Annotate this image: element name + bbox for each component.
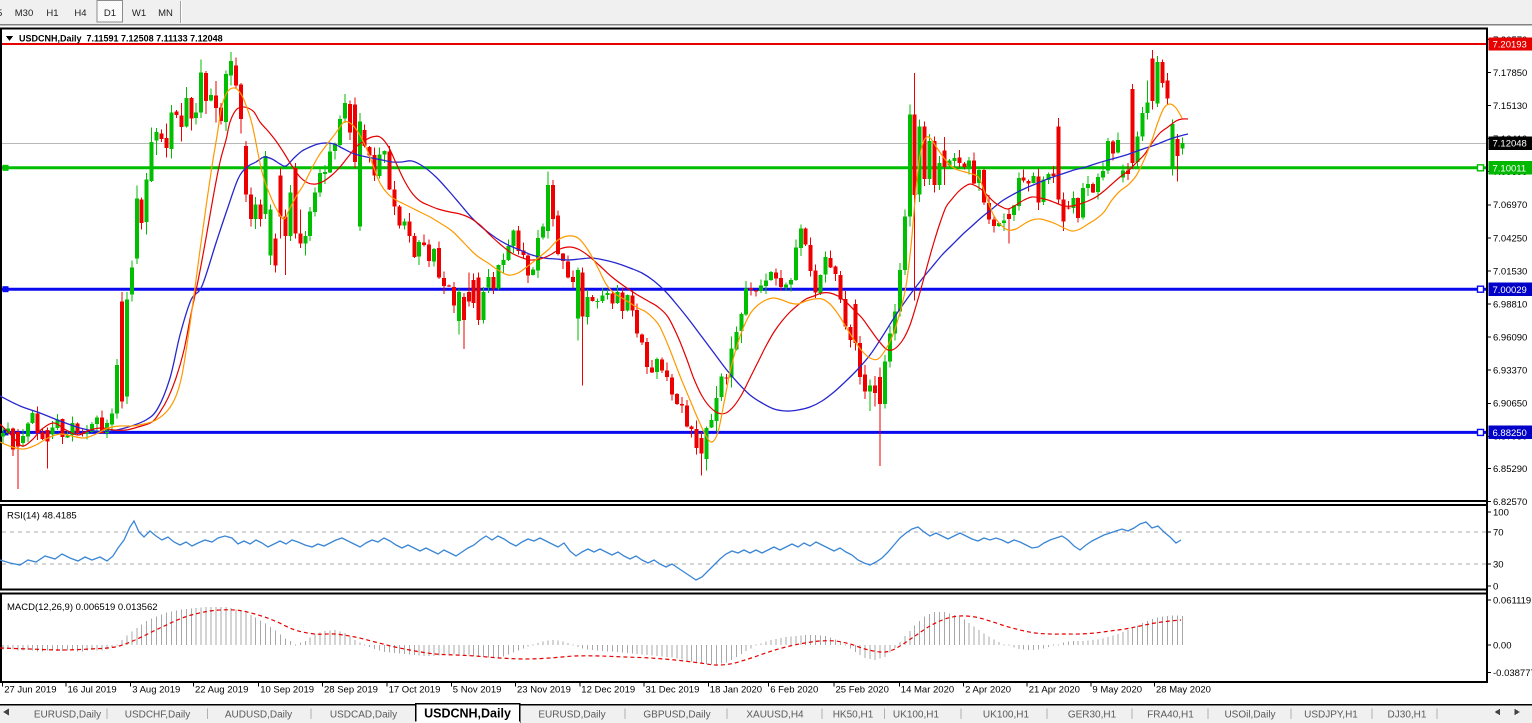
svg-text:7.17850: 7.17850 (1493, 68, 1527, 79)
svg-text:USOil,Daily: USOil,Daily (1224, 710, 1275, 721)
svg-text:22 Aug 2019: 22 Aug 2019 (195, 685, 248, 696)
svg-text:0: 0 (1493, 581, 1498, 592)
svg-text:12 Dec 2019: 12 Dec 2019 (581, 685, 635, 696)
svg-text:7.01530: 7.01530 (1493, 266, 1527, 277)
svg-text:XAUUSD,H4: XAUUSD,H4 (746, 710, 804, 721)
svg-text:28 Sep 2019: 28 Sep 2019 (324, 685, 378, 696)
svg-text:D1: D1 (104, 8, 116, 19)
svg-text:5 Nov 2019: 5 Nov 2019 (453, 685, 502, 696)
svg-text:10 Sep 2019: 10 Sep 2019 (260, 685, 314, 696)
svg-text:18 Jan 2020: 18 Jan 2020 (710, 685, 762, 696)
svg-text:-0.038777: -0.038777 (1493, 668, 1532, 679)
svg-text:7.06970: 7.06970 (1493, 200, 1527, 211)
svg-text:9 May 2020: 9 May 2020 (1092, 685, 1142, 696)
svg-text:USDCHF,Daily: USDCHF,Daily (125, 710, 191, 721)
svg-text:3 Aug 2019: 3 Aug 2019 (132, 685, 180, 696)
svg-text:7.10011: 7.10011 (1493, 163, 1527, 174)
svg-text:0.061119: 0.061119 (1493, 595, 1531, 606)
svg-text:2 Apr 2020: 2 Apr 2020 (965, 685, 1011, 696)
svg-text:RSI(14) 48.4185: RSI(14) 48.4185 (7, 511, 77, 522)
svg-text:30: 30 (1493, 559, 1504, 570)
svg-text:MN: MN (158, 8, 173, 19)
svg-text:28 May 2020: 28 May 2020 (1156, 685, 1211, 696)
svg-text:17 Oct 2019: 17 Oct 2019 (389, 685, 441, 696)
svg-text:6.96090: 6.96090 (1493, 333, 1527, 344)
svg-text:6.82570: 6.82570 (1493, 497, 1527, 508)
svg-text:6.98810: 6.98810 (1493, 299, 1527, 310)
svg-text:14 Mar 2020: 14 Mar 2020 (901, 685, 954, 696)
svg-text:6.88250: 6.88250 (1493, 428, 1527, 439)
svg-text:W1: W1 (132, 8, 146, 19)
svg-text:6.93370: 6.93370 (1493, 366, 1527, 377)
svg-text:7.20193: 7.20193 (1493, 40, 1527, 51)
svg-text:6.90650: 6.90650 (1493, 399, 1527, 410)
svg-text:16 Jul 2019: 16 Jul 2019 (68, 685, 117, 696)
svg-text:H4: H4 (74, 8, 86, 19)
svg-text:MACD(12,26,9) 0.006519 0.01356: MACD(12,26,9) 0.006519 0.013562 (7, 602, 158, 613)
svg-text:HK50,H1: HK50,H1 (833, 710, 874, 721)
svg-text:FRA40,H1: FRA40,H1 (1147, 710, 1194, 721)
svg-text:UK100,H1: UK100,H1 (983, 710, 1030, 721)
svg-text:USDCAD,Daily: USDCAD,Daily (330, 710, 397, 721)
svg-text:6 Feb 2020: 6 Feb 2020 (770, 685, 818, 696)
svg-text:7.15130: 7.15130 (1493, 101, 1527, 112)
svg-text:23 Nov 2019: 23 Nov 2019 (517, 685, 571, 696)
svg-text:27 Jun 2019: 27 Jun 2019 (4, 685, 56, 696)
svg-text:USDCNH,Daily: USDCNH,Daily (424, 707, 511, 721)
svg-text:AUDUSD,Daily: AUDUSD,Daily (225, 710, 292, 721)
svg-text:21 Apr 2020: 21 Apr 2020 (1029, 685, 1080, 696)
svg-text:31 Dec 2019: 31 Dec 2019 (646, 685, 700, 696)
svg-text:0.00: 0.00 (1493, 640, 1512, 651)
svg-text:GER30,H1: GER30,H1 (1068, 710, 1117, 721)
svg-text:7.00029: 7.00029 (1493, 285, 1527, 296)
svg-text:GBPUSD,Daily: GBPUSD,Daily (643, 710, 710, 721)
svg-text:7.12048: 7.12048 (1493, 139, 1527, 150)
svg-text:70: 70 (1493, 527, 1504, 538)
svg-text:EURUSD,Daily: EURUSD,Daily (34, 710, 101, 721)
svg-text:25 Feb 2020: 25 Feb 2020 (836, 685, 889, 696)
svg-text:USDCNH,Daily 7.11591 7.12508: USDCNH,Daily 7.11591 7.12508 7.11133 7.1… (19, 34, 223, 44)
svg-text:100: 100 (1493, 507, 1509, 518)
svg-text:USDJPY,H1: USDJPY,H1 (1304, 710, 1358, 721)
svg-text:DJ30,H1: DJ30,H1 (1388, 710, 1427, 721)
svg-text:UK100,H1: UK100,H1 (893, 710, 940, 721)
svg-text:EURUSD,Daily: EURUSD,Daily (538, 710, 605, 721)
svg-text:7.04250: 7.04250 (1493, 233, 1527, 244)
svg-text:M30: M30 (15, 8, 33, 19)
svg-text:6.85290: 6.85290 (1493, 464, 1527, 475)
svg-text:H1: H1 (46, 8, 58, 19)
svg-text:15: 15 (0, 8, 2, 19)
